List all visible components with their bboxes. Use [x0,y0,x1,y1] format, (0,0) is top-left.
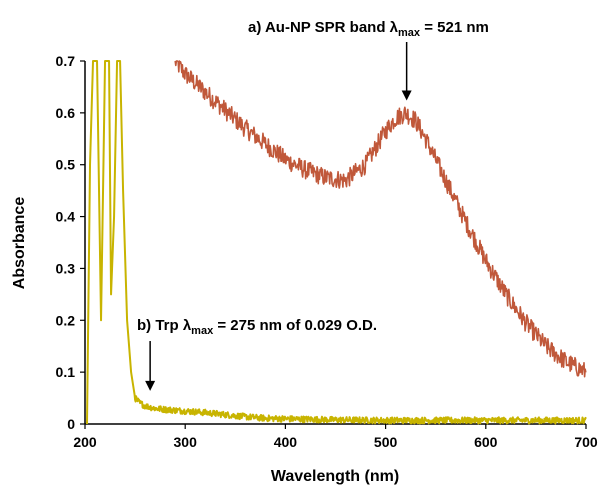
annotation-trp: b) Trp λmax = 275 nm of 0.029 O.D. [137,317,377,337]
annotation-arrowhead-au_np [401,90,412,101]
axes-layer: 0 0.1 0.2 0.3 0.4 0.5 0.6 0.7 200 300 400 500 600 700 [56,53,598,450]
x-axis-title: Wavelength (nm) [271,468,399,485]
y-tick-label: 0.2 [56,312,76,328]
annotation-arrowhead-trp [145,380,156,391]
y-tick-label: 0.1 [56,364,76,380]
x-tick-label: 600 [474,434,498,450]
annotation-layer: a) Au-NP SPR band λmax = 521 nm b) Trp λm… [137,19,489,391]
x-tick-label: 400 [274,434,298,450]
y-tick-label: 0.5 [56,157,76,173]
annotation-au_np: a) Au-NP SPR band λmax = 521 nm [248,19,489,39]
y-axis-title: Absorbance [11,197,28,290]
y-tick-label: 0.4 [56,209,76,225]
x-tick-label: 200 [73,434,97,450]
y-tick-label: 0 [67,416,75,432]
series-layer [86,60,587,425]
series-line-trp [86,60,587,425]
x-tick-label: 300 [174,434,198,450]
series-line-au_np [174,60,587,378]
x-tick-label: 500 [374,434,398,450]
y-tick-label: 0.3 [56,260,76,276]
x-tick-label: 700 [574,434,598,450]
y-tick-label: 0.6 [56,105,76,121]
y-tick-label: 0.7 [56,53,76,69]
